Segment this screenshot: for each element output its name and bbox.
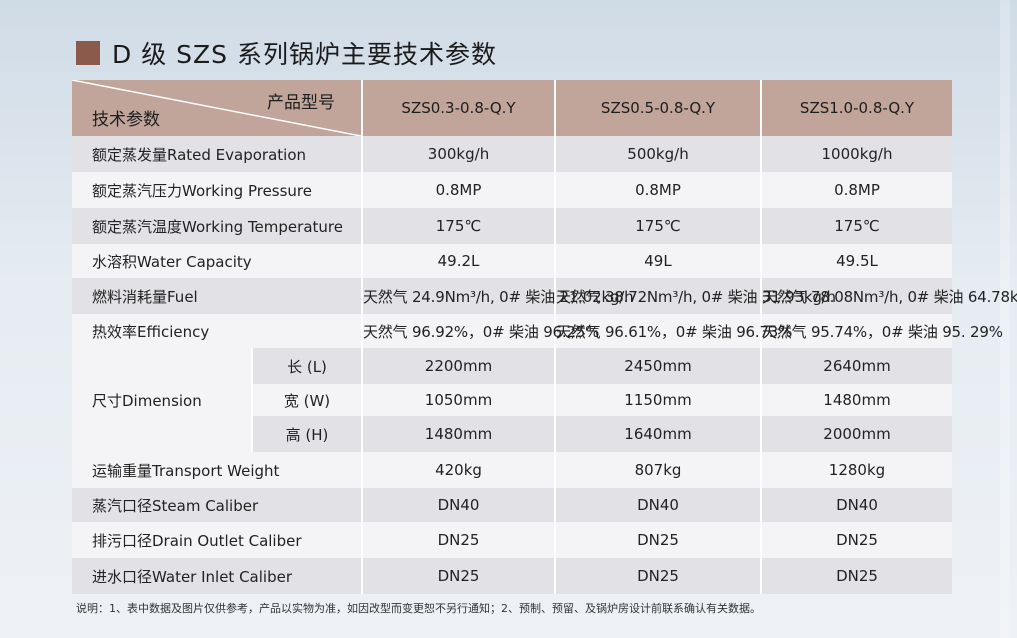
table-row: 运输重量Transport Weight 420kg 807kg 1280kg: [72, 452, 952, 488]
table-row: 蒸汽口径Steam Caliber DN40 DN40 DN40: [72, 488, 952, 522]
cell-value: DN25: [362, 522, 556, 558]
cell-value: DN40: [362, 488, 556, 522]
cell-value: DN25: [761, 522, 952, 558]
table-row: 排污口径Drain Outlet Caliber DN25 DN25 DN25: [72, 522, 952, 558]
cell-value: DN40: [761, 488, 952, 522]
cell-value: 0.8MP: [555, 172, 762, 208]
table-row: 额定蒸发量Rated Evaporation 300kg/h 500kg/h 1…: [72, 136, 952, 172]
cell-value: 天然气 96.92%，0# 柴油 96.25%: [362, 314, 599, 348]
cell-value: 807kg: [555, 452, 762, 488]
cell-value: 2000mm: [761, 416, 952, 452]
row-label: 运输重量Transport Weight: [72, 452, 363, 488]
cell-value: 500kg/h: [555, 136, 762, 172]
background-stripe: [1000, 0, 1010, 638]
row-label: 进水口径Water Inlet Caliber: [72, 558, 363, 594]
cell-value: 2640mm: [761, 348, 952, 384]
diagonal-line: [72, 80, 361, 136]
cell-value: 300kg/h: [362, 136, 556, 172]
table-row: 热效率Efficiency 天然气 96.92%，0# 柴油 96.25% 天然…: [72, 314, 1003, 348]
cell-value: 175℃: [555, 208, 762, 244]
cell-value: 49L: [555, 244, 762, 278]
cell-value: 1640mm: [555, 416, 762, 452]
cell-value: 天然气 38.72Nm³/h, 0# 柴油 31.93kg/h: [555, 278, 836, 314]
dimension-sublabel: 宽 (W): [252, 384, 363, 416]
cell-value: 1280kg: [761, 452, 952, 488]
row-label: 热效率Efficiency: [72, 314, 363, 348]
row-label: 燃料消耗量Fuel: [72, 278, 363, 314]
row-label: 排污口径Drain Outlet Caliber: [72, 522, 363, 558]
row-label: 水溶积Water Capacity: [72, 244, 363, 278]
cell-value: 天然气 96.61%，0# 柴油 96.73%: [555, 314, 792, 348]
header-row: 产品型号 技术参数 SZS0.3-0.8-Q.Y SZS0.5-0.8-Q.Y …: [72, 80, 952, 136]
model-label: 产品型号: [267, 93, 335, 113]
row-label: 蒸汽口径Steam Caliber: [72, 488, 363, 522]
cell-value: DN25: [555, 558, 762, 594]
header-corner-cell: 产品型号 技术参数: [72, 80, 363, 136]
dimension-sublabel: 长 (L): [252, 348, 363, 384]
row-label: 额定蒸汽压力Working Pressure: [72, 172, 363, 208]
cell-value: 1480mm: [761, 384, 952, 416]
cell-value: 0.8MP: [362, 172, 556, 208]
cell-value: 49.2L: [362, 244, 556, 278]
page-title: D 级 SZS 系列锅炉主要技术参数: [112, 40, 497, 69]
cell-value: 175℃: [362, 208, 556, 244]
table-row: 高 (H) 1480mm 1640mm 2000mm: [72, 416, 952, 452]
cell-value: 420kg: [362, 452, 556, 488]
row-label: 额定蒸汽温度Working Temperature: [72, 208, 363, 244]
page-title-block: D 级 SZS 系列锅炉主要技术参数: [76, 36, 497, 70]
cell-value: DN25: [555, 522, 762, 558]
table-row: 额定蒸汽压力Working Pressure 0.8MP 0.8MP 0.8MP: [72, 172, 952, 208]
footnote: 说明：1、表中数据及图片仅供参考，产品以实物为准，如因改型而变更恕不另行通知；2…: [76, 602, 761, 615]
model-header-2: SZS0.5-0.8-Q.Y: [555, 80, 762, 136]
model-header-3: SZS1.0-0.8-Q.Y: [761, 80, 952, 136]
cell-value: 1150mm: [555, 384, 762, 416]
model-header-1: SZS0.3-0.8-Q.Y: [362, 80, 556, 136]
table-row: 进水口径Water Inlet Caliber DN25 DN25 DN25: [72, 558, 952, 594]
spec-table: 产品型号 技术参数 SZS0.3-0.8-Q.Y SZS0.5-0.8-Q.Y …: [72, 80, 1017, 594]
table-row: 额定蒸汽温度Working Temperature 175℃ 175℃ 175℃: [72, 208, 952, 244]
cell-value: 49.5L: [761, 244, 952, 278]
cell-value: 1000kg/h: [761, 136, 952, 172]
dimension-label: 尺寸Dimension: [72, 348, 253, 452]
table-row: 尺寸Dimension 长 (L) 2200mm 2450mm 2640mm: [72, 348, 952, 452]
cell-value: 2200mm: [362, 348, 556, 384]
cell-value: 2450mm: [555, 348, 762, 384]
cell-value: 1480mm: [362, 416, 556, 452]
table-row: 宽 (W) 1050mm 1150mm 1480mm: [72, 384, 952, 416]
cell-value: 175℃: [761, 208, 952, 244]
cell-value: DN25: [761, 558, 952, 594]
dimension-sublabel: 高 (H): [252, 416, 363, 452]
cell-value: 天然气 24.9Nm³/h, 0# 柴油 21.02kg/h: [362, 278, 634, 314]
param-label: 技术参数: [92, 110, 160, 130]
row-label: 额定蒸发量Rated Evaporation: [72, 136, 363, 172]
cell-value: 天然气 78.08Nm³/h, 0# 柴油 64.78kg/h: [761, 278, 1017, 314]
cell-value: DN40: [555, 488, 762, 522]
title-square-icon: [76, 41, 100, 65]
table-row: 水溶积Water Capacity 49.2L 49L 49.5L: [72, 244, 952, 278]
cell-value: 1050mm: [362, 384, 556, 416]
cell-value: 天然气 95.74%，0# 柴油 95. 29%: [761, 314, 1003, 348]
cell-value: 0.8MP: [761, 172, 952, 208]
cell-value: DN25: [362, 558, 556, 594]
table-row: 燃料消耗量Fuel 天然气 24.9Nm³/h, 0# 柴油 21.02kg/h…: [72, 278, 1017, 314]
